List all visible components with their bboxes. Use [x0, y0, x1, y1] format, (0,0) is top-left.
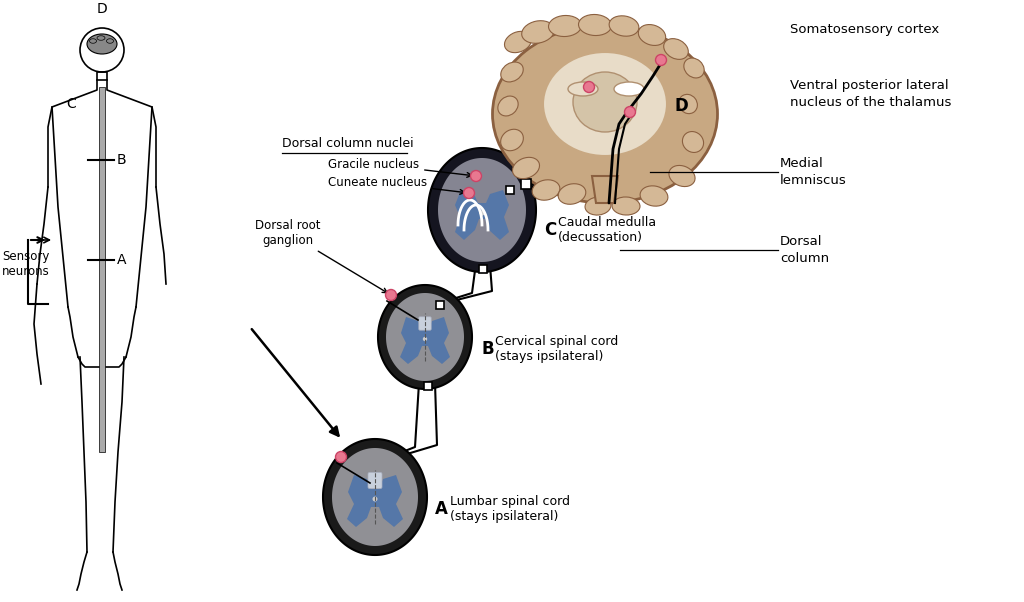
Ellipse shape	[682, 132, 703, 152]
Ellipse shape	[684, 58, 705, 78]
Text: Caudal medulla
(decussation): Caudal medulla (decussation)	[558, 216, 656, 244]
Polygon shape	[386, 293, 464, 381]
Ellipse shape	[638, 25, 666, 45]
Ellipse shape	[505, 31, 531, 52]
Text: Somatosensory cortex: Somatosensory cortex	[790, 23, 939, 37]
Text: Medial
lemniscus: Medial lemniscus	[780, 157, 847, 187]
Circle shape	[625, 107, 636, 117]
FancyBboxPatch shape	[368, 473, 382, 488]
Text: Gracile nucleus: Gracile nucleus	[328, 158, 472, 178]
Ellipse shape	[87, 34, 117, 54]
FancyBboxPatch shape	[419, 317, 431, 330]
Bar	[479, 265, 487, 273]
Ellipse shape	[501, 62, 523, 82]
Text: C: C	[67, 97, 76, 111]
Polygon shape	[347, 475, 403, 527]
Text: C: C	[544, 221, 556, 239]
Circle shape	[336, 452, 346, 462]
Polygon shape	[323, 439, 427, 555]
Text: B: B	[481, 340, 494, 358]
Polygon shape	[455, 190, 509, 240]
Ellipse shape	[521, 20, 554, 43]
Text: Dorsal
column: Dorsal column	[780, 235, 829, 265]
Polygon shape	[428, 148, 536, 272]
Polygon shape	[378, 285, 472, 389]
Ellipse shape	[512, 157, 540, 179]
Ellipse shape	[640, 186, 668, 206]
Text: D: D	[675, 97, 689, 115]
Circle shape	[655, 55, 667, 66]
Ellipse shape	[549, 16, 582, 37]
Circle shape	[479, 211, 484, 216]
Text: Dorsal column nuclei: Dorsal column nuclei	[282, 137, 414, 150]
Text: A: A	[117, 253, 127, 267]
Text: Sensory
neurons: Sensory neurons	[2, 250, 50, 278]
Text: Cuneate nucleus: Cuneate nucleus	[328, 176, 465, 194]
Ellipse shape	[664, 39, 688, 60]
Text: Dorsal root
ganglion: Dorsal root ganglion	[255, 219, 387, 293]
Ellipse shape	[579, 14, 611, 36]
Ellipse shape	[543, 52, 667, 156]
Text: Lumbar spinal cord
(stays ipsilateral): Lumbar spinal cord (stays ipsilateral)	[450, 495, 570, 523]
Ellipse shape	[501, 129, 523, 150]
Polygon shape	[332, 448, 418, 546]
Ellipse shape	[498, 96, 518, 116]
Polygon shape	[438, 158, 526, 262]
Text: D: D	[96, 2, 108, 16]
Polygon shape	[592, 176, 618, 203]
Circle shape	[423, 337, 427, 341]
Bar	[424, 382, 432, 390]
Circle shape	[373, 497, 378, 501]
Polygon shape	[400, 317, 450, 364]
Ellipse shape	[612, 197, 640, 215]
Ellipse shape	[614, 82, 644, 96]
Ellipse shape	[609, 16, 639, 36]
Ellipse shape	[558, 184, 586, 204]
Bar	[506, 186, 514, 194]
Bar	[436, 301, 444, 309]
Ellipse shape	[679, 95, 697, 114]
Circle shape	[464, 187, 474, 199]
Circle shape	[470, 170, 481, 181]
Text: Cervical spinal cord
(stays ipsilateral): Cervical spinal cord (stays ipsilateral)	[495, 335, 618, 363]
Text: A: A	[435, 500, 447, 518]
Circle shape	[479, 211, 484, 216]
Ellipse shape	[568, 82, 598, 96]
Bar	[99, 87, 105, 452]
Text: Ventral posterior lateral
nucleus of the thalamus: Ventral posterior lateral nucleus of the…	[790, 79, 951, 109]
Circle shape	[584, 81, 595, 93]
Ellipse shape	[532, 180, 560, 200]
Ellipse shape	[493, 25, 718, 203]
Ellipse shape	[585, 197, 611, 215]
Bar	[521, 179, 531, 189]
Circle shape	[385, 290, 396, 300]
Ellipse shape	[573, 72, 637, 132]
Text: B: B	[117, 153, 127, 167]
Ellipse shape	[669, 166, 695, 187]
